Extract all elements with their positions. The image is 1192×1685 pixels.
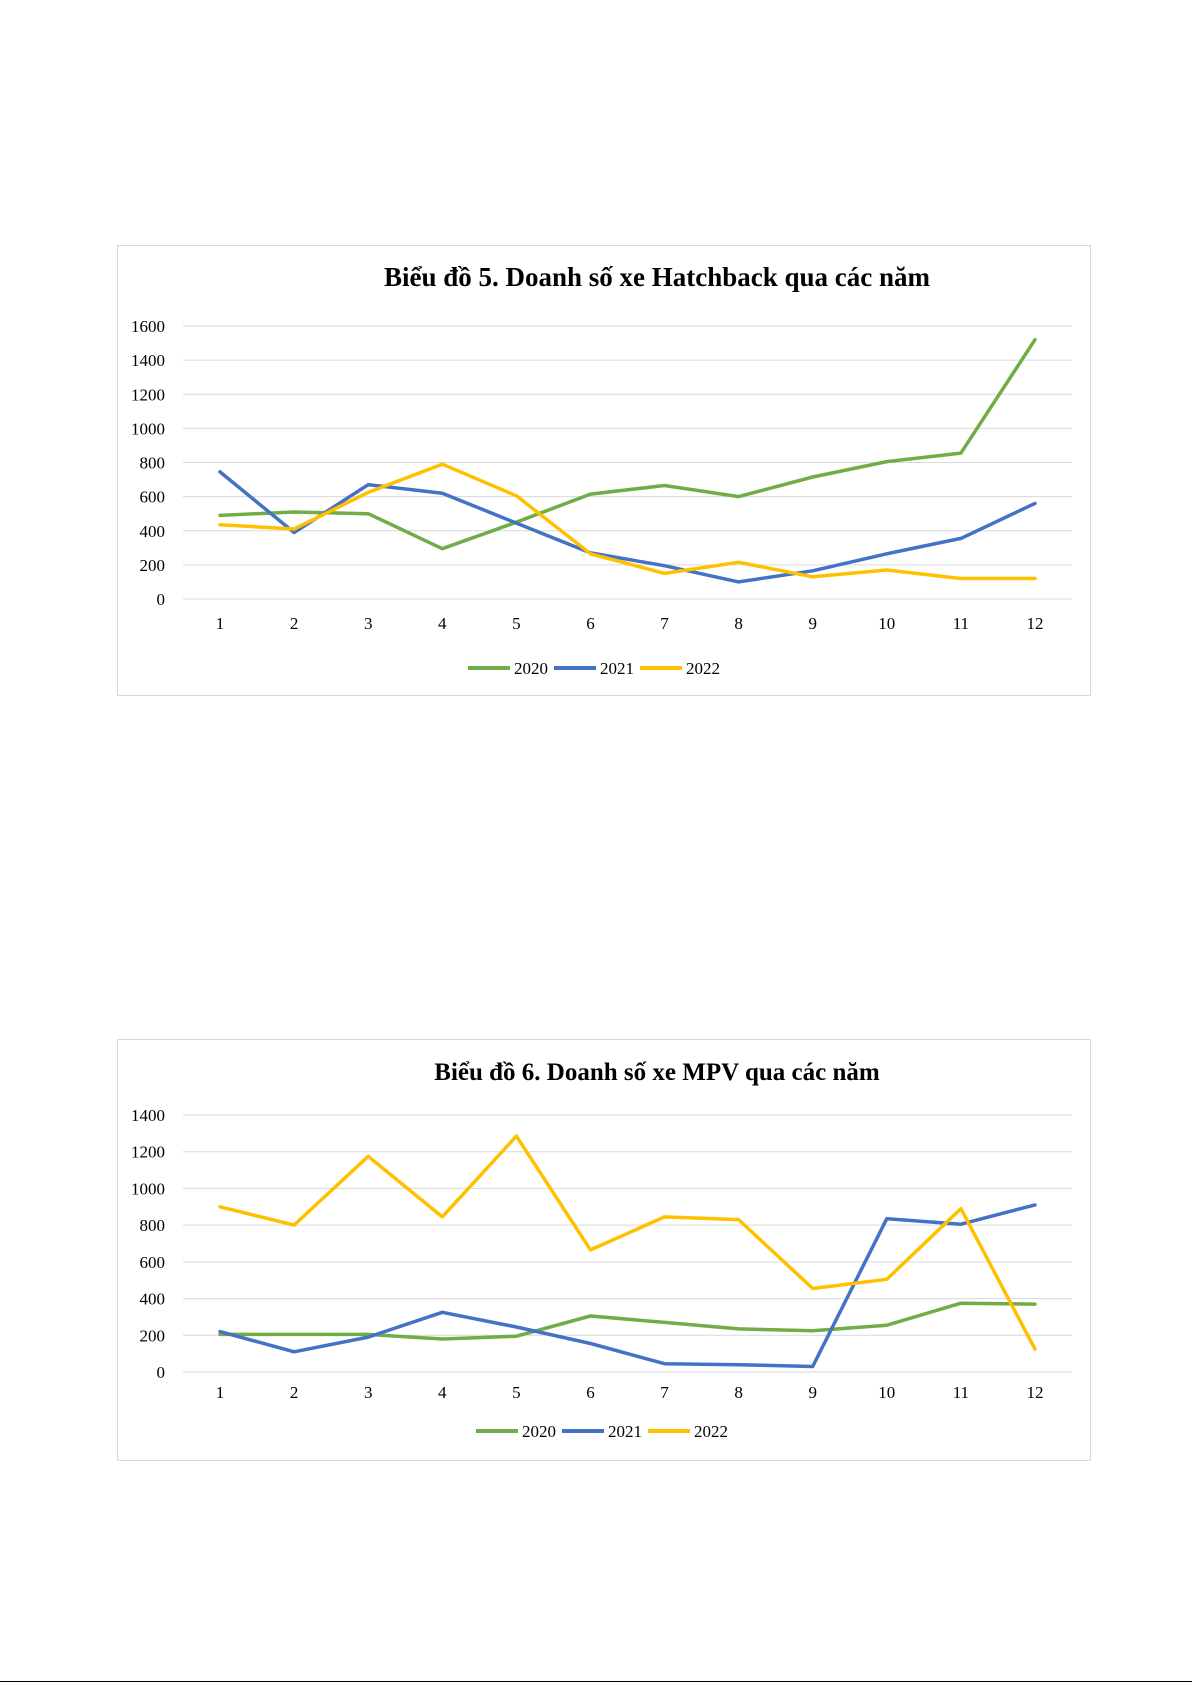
series-line-2020	[218, 337, 1037, 551]
y-tick-label: 200	[140, 556, 166, 575]
y-tick-label: 0	[157, 1363, 166, 1382]
legend-label: 2021	[600, 659, 634, 678]
series-line-2021	[218, 1203, 1037, 1369]
x-tick-label: 12	[1026, 614, 1043, 633]
chart-title: Biểu đồ 5. Doanh số xe Hatchback qua các…	[384, 262, 931, 292]
y-tick-label: 800	[140, 454, 166, 473]
x-tick-label: 6	[586, 1383, 595, 1402]
y-tick-label: 1000	[131, 419, 165, 438]
x-tick-label: 4	[438, 614, 447, 633]
y-tick-label: 200	[140, 1326, 166, 1345]
chart-title: Biểu đồ 6. Doanh số xe MPV qua các năm	[434, 1059, 880, 1086]
series-line-2022	[218, 1134, 1037, 1351]
legend-label: 2022	[686, 659, 720, 678]
y-tick-label: 600	[140, 488, 166, 507]
x-tick-label: 10	[878, 1383, 895, 1402]
x-tick-label: 2	[290, 1383, 299, 1402]
chart-mpv-svg: Biểu đồ 6. Doanh số xe MPV qua các năm 0…	[131, 1059, 1072, 1441]
y-tick-label: 1000	[131, 1179, 165, 1198]
y-tick-label: 1400	[131, 1106, 165, 1125]
x-tick-label: 11	[953, 614, 969, 633]
x-tick-label: 5	[512, 1383, 521, 1402]
y-tick-label: 1200	[131, 1143, 165, 1162]
y-tick-label: 400	[140, 1290, 166, 1309]
x-tick-label: 10	[878, 614, 895, 633]
legend-label: 2020	[514, 659, 548, 678]
y-tick-label: 600	[140, 1253, 166, 1272]
x-tick-label: 1	[216, 614, 225, 633]
y-tick-label: 1600	[131, 317, 165, 336]
x-tick-label: 8	[734, 1383, 743, 1402]
x-tick-label: 7	[660, 614, 669, 633]
x-tick-label: 1	[216, 1383, 225, 1402]
legend-label: 2022	[694, 1422, 728, 1441]
y-tick-label: 1200	[131, 385, 165, 404]
chart-mpv: Biểu đồ 6. Doanh số xe MPV qua các năm 0…	[117, 1039, 1091, 1461]
x-tick-label: 6	[586, 614, 595, 633]
x-tick-label: 4	[438, 1383, 447, 1402]
x-tick-label: 7	[660, 1383, 669, 1402]
x-tick-label: 3	[364, 614, 373, 633]
y-tick-label: 1400	[131, 351, 165, 370]
x-tick-label: 9	[808, 614, 817, 633]
x-tick-label: 12	[1026, 1383, 1043, 1402]
chart-hatchback-svg: Biểu đồ 5. Doanh số xe Hatchback qua các…	[131, 262, 1072, 678]
chart-hatchback: Biểu đồ 5. Doanh số xe Hatchback qua các…	[117, 245, 1091, 696]
y-tick-label: 800	[140, 1216, 166, 1235]
series-line-2022	[218, 462, 1037, 581]
legend-label: 2020	[522, 1422, 556, 1441]
x-tick-label: 2	[290, 614, 299, 633]
y-tick-label: 0	[157, 590, 166, 609]
series-line-2020	[218, 1301, 1037, 1341]
x-tick-label: 9	[808, 1383, 817, 1402]
x-tick-label: 8	[734, 614, 743, 633]
page-bottom-rule	[0, 1681, 1192, 1682]
series-line-2021	[218, 470, 1037, 584]
y-tick-label: 400	[140, 522, 166, 541]
x-tick-label: 5	[512, 614, 521, 633]
x-tick-label: 11	[953, 1383, 969, 1402]
legend-label: 2021	[608, 1422, 642, 1441]
x-tick-label: 3	[364, 1383, 373, 1402]
